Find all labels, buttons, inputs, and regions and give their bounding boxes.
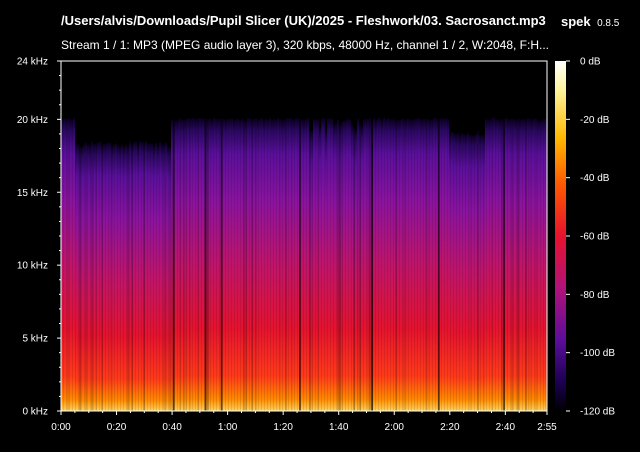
silence-gap — [299, 61, 301, 411]
db-label: -100 dB — [580, 348, 615, 359]
silence-gap — [172, 61, 175, 411]
db-label: -20 dB — [580, 115, 610, 126]
db-legend-axis: 0 dB -20 dB -40 dB -60 dB -80 dB -100 dB -120 … — [566, 57, 615, 418]
silence-gap — [437, 61, 440, 411]
time-label: 1:00 — [218, 422, 238, 433]
silence-gap — [220, 61, 223, 411]
time-label: 1:40 — [329, 422, 349, 433]
db-label: -120 dB — [580, 407, 615, 418]
app-label: spek 0.8.5 — [561, 13, 619, 31]
time-label: 0:20 — [107, 422, 127, 433]
time-label: 2:55 — [537, 422, 557, 433]
db-label: -60 dB — [580, 232, 610, 243]
time-label: 0:00 — [51, 422, 71, 433]
time-label: 2:00 — [385, 422, 405, 433]
db-label: 0 dB — [580, 57, 601, 68]
freq-label: 10 kHz — [17, 261, 48, 272]
freq-label: 5 kHz — [22, 334, 48, 345]
freq-label: 24 kHz — [17, 57, 48, 68]
freq-label: 20 kHz — [17, 115, 48, 126]
db-color-legend — [555, 61, 566, 411]
time-axis: 0:00 0:20 0:40 1:00 1:20 1:40 2:00 2:20 2:40 2:55 — [51, 411, 557, 433]
frequency-axis: 24 kHz 20 kHz 15 kHz 10 kHz 5 kHz 0 kHz — [17, 57, 61, 418]
time-label: 0:40 — [162, 422, 182, 433]
db-label: -80 dB — [580, 290, 610, 301]
app-name: spek — [561, 14, 591, 29]
freq-label: 15 kHz — [17, 188, 48, 199]
time-label: 2:20 — [440, 422, 460, 433]
stream-info: Stream 1 / 1: MP3 (MPEG audio layer 3), … — [61, 38, 550, 52]
silence-gap — [503, 61, 505, 411]
app-version: 0.8.5 — [597, 18, 620, 29]
db-label: -40 dB — [580, 173, 610, 184]
silence-gap — [371, 61, 374, 411]
spectrogram-plot — [61, 61, 547, 411]
freq-label: 0 kHz — [22, 407, 48, 418]
time-label: 1:20 — [273, 422, 293, 433]
time-label: 2:40 — [496, 422, 516, 433]
silence-gap — [204, 61, 207, 411]
file-path-title: /Users/alvis/Downloads/Pupil Slicer (UK)… — [61, 13, 546, 28]
